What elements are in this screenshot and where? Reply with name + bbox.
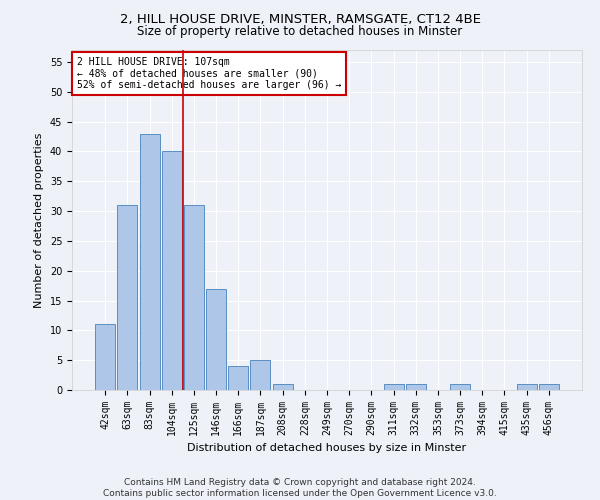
Bar — [250, 360, 271, 390]
Text: Size of property relative to detached houses in Minster: Size of property relative to detached ho… — [137, 25, 463, 38]
Bar — [517, 384, 536, 390]
Bar — [272, 384, 293, 390]
Bar — [228, 366, 248, 390]
Bar — [140, 134, 160, 390]
Bar — [206, 288, 226, 390]
Bar — [162, 152, 182, 390]
Bar — [118, 205, 137, 390]
Text: 2 HILL HOUSE DRIVE: 107sqm
← 48% of detached houses are smaller (90)
52% of semi: 2 HILL HOUSE DRIVE: 107sqm ← 48% of deta… — [77, 57, 341, 90]
Bar — [406, 384, 426, 390]
Bar — [383, 384, 404, 390]
Bar — [184, 205, 204, 390]
Bar — [450, 384, 470, 390]
Y-axis label: Number of detached properties: Number of detached properties — [34, 132, 44, 308]
X-axis label: Distribution of detached houses by size in Minster: Distribution of detached houses by size … — [187, 444, 467, 454]
Bar — [539, 384, 559, 390]
Bar — [95, 324, 115, 390]
Text: Contains HM Land Registry data © Crown copyright and database right 2024.
Contai: Contains HM Land Registry data © Crown c… — [103, 478, 497, 498]
Text: 2, HILL HOUSE DRIVE, MINSTER, RAMSGATE, CT12 4BE: 2, HILL HOUSE DRIVE, MINSTER, RAMSGATE, … — [119, 12, 481, 26]
